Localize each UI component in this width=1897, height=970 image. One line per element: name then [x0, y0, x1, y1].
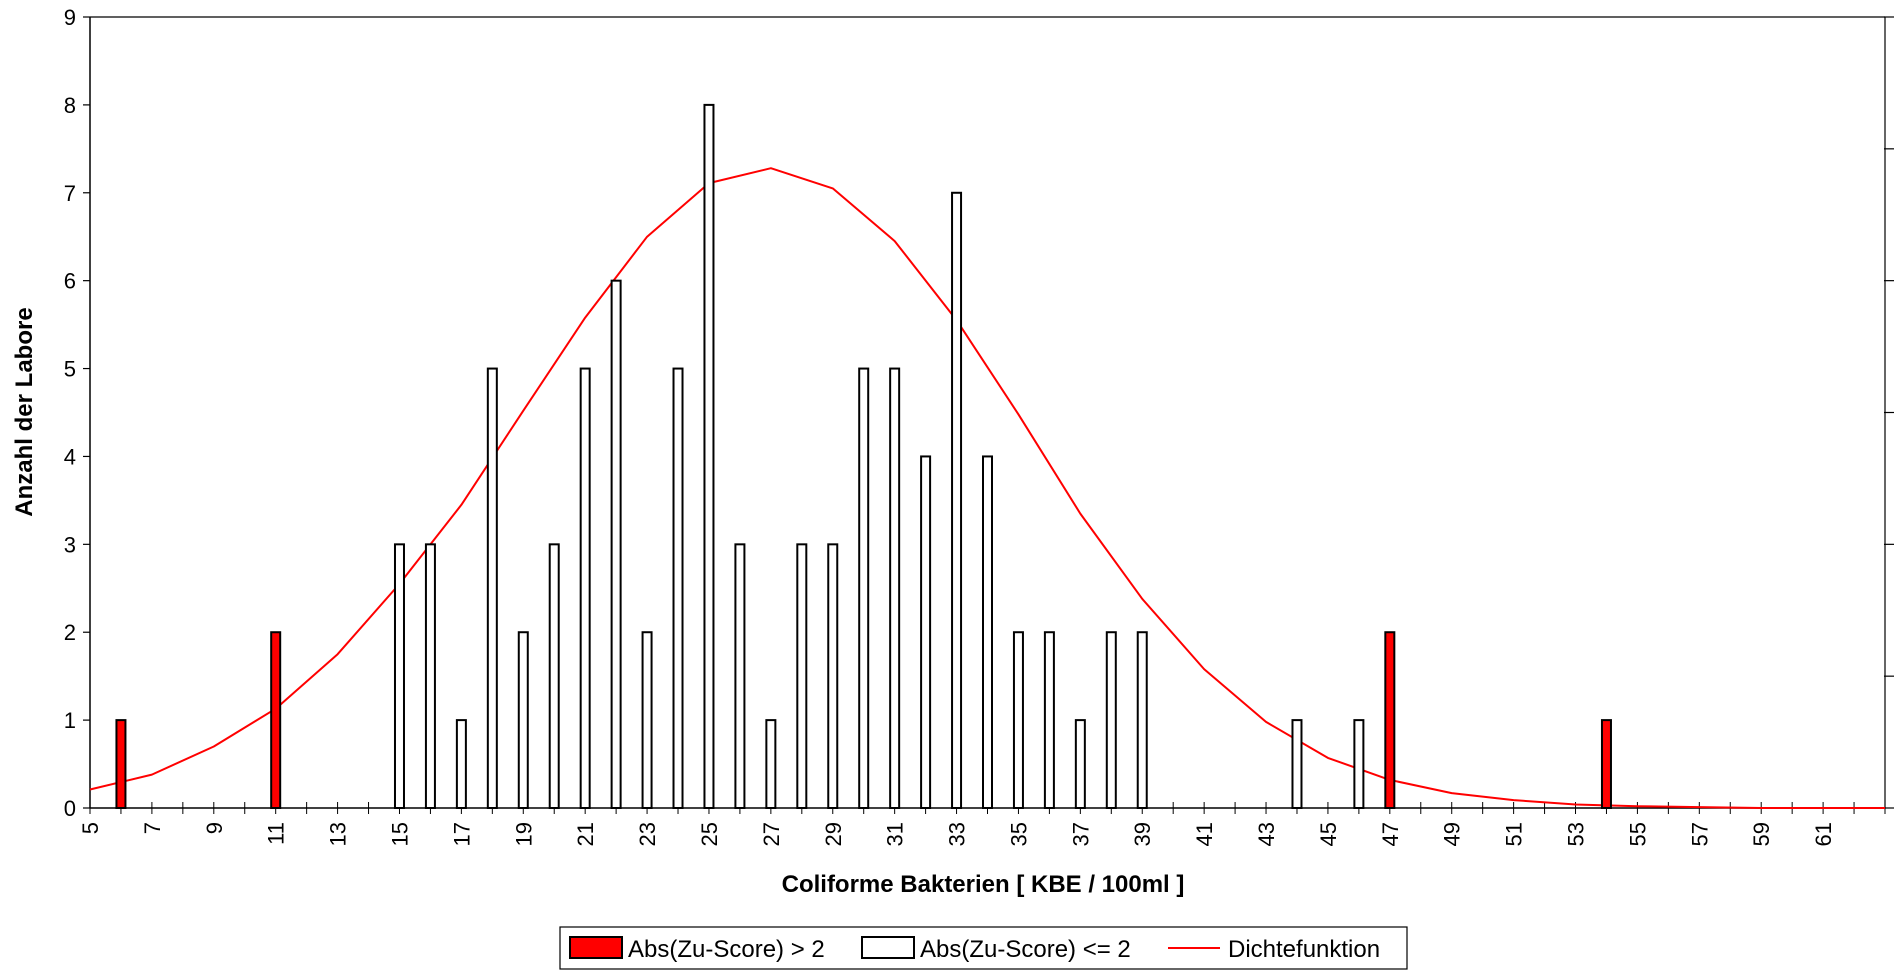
bar-normal — [827, 543, 839, 809]
x-tick-label: 5 — [78, 822, 103, 834]
bar-normal — [672, 367, 684, 809]
bar-normal — [1012, 631, 1024, 809]
bar-normal — [424, 543, 436, 809]
bar-outlier — [270, 631, 282, 809]
x-tick-label: 53 — [1564, 822, 1589, 846]
bar-normal — [1353, 719, 1365, 809]
y-tick-label: 4 — [64, 444, 76, 469]
bar-normal — [1105, 631, 1117, 809]
bar-normal — [1136, 631, 1148, 809]
x-tick-label: 25 — [697, 822, 722, 846]
bar-normal — [579, 367, 591, 809]
bar-normal — [889, 367, 901, 809]
x-tick-label: 41 — [1192, 822, 1217, 846]
x-tick-label: 59 — [1749, 822, 1774, 846]
legend-label-density: Dichtefunktion — [1228, 936, 1380, 963]
x-tick-label: 7 — [140, 822, 165, 834]
bar-normal — [641, 631, 653, 809]
x-tick-label: 11 — [264, 822, 289, 845]
legend-label-outliers: Abs(Zu-Score) > 2 — [628, 936, 825, 963]
legend-swatch-normal — [861, 936, 915, 959]
y-tick-label: 8 — [64, 93, 76, 118]
bars-layer — [115, 103, 1612, 809]
x-tick-label: 29 — [821, 822, 846, 846]
bar-normal — [765, 719, 777, 809]
y-tick-label: 7 — [64, 181, 76, 206]
bar-normal — [1043, 631, 1055, 809]
bar-normal — [982, 455, 993, 809]
x-tick-label: 17 — [449, 822, 474, 846]
density-curve — [89, 167, 1885, 809]
x-tick-label: 57 — [1687, 822, 1712, 846]
bar-normal — [517, 631, 529, 809]
y-tick-label: 3 — [64, 532, 76, 557]
x-tick-label: 27 — [759, 822, 784, 846]
x-tick-label: 45 — [1316, 822, 1341, 846]
bar-normal — [920, 455, 932, 809]
bar-normal — [455, 719, 467, 809]
x-tick-label: 43 — [1254, 822, 1279, 846]
bar-normal — [486, 367, 498, 809]
x-tick-label: 19 — [511, 822, 536, 846]
x-tick-label: 55 — [1625, 822, 1650, 846]
x-tick-label: 49 — [1440, 822, 1465, 846]
density-layer — [89, 167, 1885, 809]
y-tick-label: 6 — [64, 269, 76, 294]
y-tick-label: 5 — [64, 357, 76, 382]
bar-normal — [703, 103, 715, 809]
x-tick-label: 37 — [1068, 822, 1093, 846]
x-tick-label: 35 — [1006, 822, 1031, 846]
bar-normal — [1291, 719, 1303, 809]
y-tick-label: 9 — [64, 5, 76, 30]
y-tick-label: 2 — [64, 620, 76, 645]
bar-normal — [610, 279, 622, 809]
x-tick-label: 51 — [1502, 822, 1527, 846]
x-tick-label: 23 — [635, 822, 660, 846]
y-tick-label: 0 — [64, 796, 76, 821]
bar-normal — [796, 543, 808, 809]
legend: Abs(Zu-Score) > 2 Abs(Zu-Score) <= 2 Dic… — [559, 926, 1408, 970]
y-tick-label: 1 — [64, 708, 76, 733]
bar-outlier — [1600, 719, 1612, 809]
bar-normal — [548, 543, 560, 809]
y-axis-title: Anzahl der Labore — [11, 307, 38, 516]
x-tick-label: 15 — [387, 822, 412, 846]
x-tick-label: 21 — [573, 822, 598, 846]
legend-swatch-outliers — [569, 936, 623, 959]
x-tick-label: 39 — [1130, 822, 1155, 846]
x-tick-label: 13 — [326, 822, 351, 846]
bar-normal — [858, 367, 870, 809]
bar-normal — [951, 191, 963, 809]
bar-normal — [393, 543, 405, 809]
legend-frame — [559, 926, 1408, 970]
bar-normal — [734, 543, 746, 809]
bar-outlier — [115, 719, 127, 809]
x-tick-label: 31 — [883, 822, 908, 846]
legend-label-normal: Abs(Zu-Score) <= 2 — [920, 936, 1131, 963]
bar-outlier — [1384, 631, 1396, 809]
x-tick-label: 9 — [202, 822, 227, 834]
x-axis-title: Coliforme Bakterien [ KBE / 100ml ] — [782, 871, 1185, 898]
x-tick-label: 61 — [1811, 822, 1836, 846]
bar-normal — [1074, 719, 1086, 809]
x-tick-label: 33 — [945, 822, 970, 846]
x-tick-label: 47 — [1378, 822, 1403, 846]
